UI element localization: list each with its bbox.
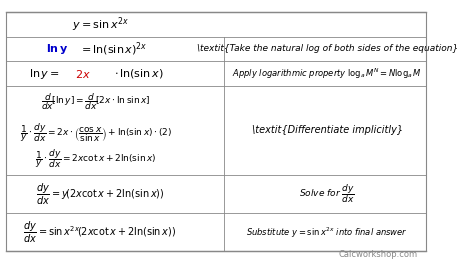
Text: Solve for $\dfrac{dy}{dx}$: Solve for $\dfrac{dy}{dx}$ <box>300 183 355 205</box>
Text: Substitute $y = \sin x^{2x}$ into final answer: Substitute $y = \sin x^{2x}$ into final … <box>246 225 408 239</box>
Text: Calcworkshop.com: Calcworkshop.com <box>338 250 417 259</box>
FancyBboxPatch shape <box>6 12 426 251</box>
Text: $y = \sin x^{2x}$: $y = \sin x^{2x}$ <box>73 15 129 34</box>
Text: $\dfrac{1}{y}\cdot\dfrac{dy}{dx} = 2x\cdot\left(\dfrac{\cos x}{\sin x}\right) + : $\dfrac{1}{y}\cdot\dfrac{dy}{dx} = 2x\cd… <box>19 121 172 144</box>
Text: \textit{Differentiate implicitly}: \textit{Differentiate implicitly} <box>252 126 403 135</box>
Text: $\mathbf{ln}\,\mathbf{y}$: $\mathbf{ln}\,\mathbf{y}$ <box>46 42 68 56</box>
Text: Apply logarithmic property $\log_a M^N = N\log_a M$: Apply logarithmic property $\log_a M^N =… <box>232 66 422 81</box>
Text: $= \ln\!\left(\sin x\right)^{2x}$: $= \ln\!\left(\sin x\right)^{2x}$ <box>79 40 147 58</box>
Text: \textit{Take the natural log of both sides of the equation}: \textit{Take the natural log of both sid… <box>197 44 458 53</box>
Text: $\dfrac{dy}{dx} = y\!\left(2x\cot x + 2\ln\!\left(\sin x\right)\right)$: $\dfrac{dy}{dx} = y\!\left(2x\cot x + 2\… <box>36 181 164 207</box>
Text: $\ln y =$: $\ln y =$ <box>29 67 60 81</box>
Text: $\cdot\,\ln\!\left(\sin x\right)$: $\cdot\,\ln\!\left(\sin x\right)$ <box>114 67 164 80</box>
Text: $2x$: $2x$ <box>75 68 91 80</box>
Text: $\dfrac{dy}{dx} = \sin x^{2x}\!\left(2x\cot x + 2\ln\!\left(\sin x\right)\right): $\dfrac{dy}{dx} = \sin x^{2x}\!\left(2x\… <box>23 220 177 245</box>
Text: $\dfrac{1}{y}\cdot\dfrac{dy}{dx} = 2x\cot x + 2\ln\!\left(\sin x\right)$: $\dfrac{1}{y}\cdot\dfrac{dy}{dx} = 2x\co… <box>35 147 156 170</box>
Text: $\dfrac{d}{dx}\!\left[\ln y\right] = \dfrac{d}{dx}\!\left[2x\cdot\ln\sin x\right: $\dfrac{d}{dx}\!\left[\ln y\right] = \df… <box>41 92 150 113</box>
